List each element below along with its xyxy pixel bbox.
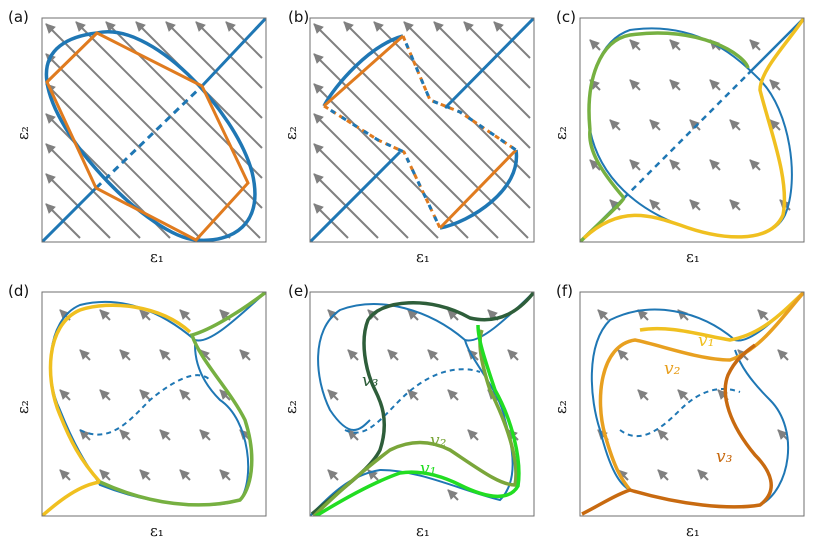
x-axis-label: ε₁ <box>686 522 700 540</box>
panel-label: (e) <box>288 282 309 300</box>
v2-trajectory <box>312 329 518 516</box>
y-axis-label: ε₂ <box>552 126 570 140</box>
panel-e: v₃ v₂ v₁ (e) ε₁ ε₂ <box>282 282 535 540</box>
panel-label: (b) <box>288 8 309 26</box>
v3-label: v₃ <box>716 447 733 467</box>
v1-trajectory <box>315 324 521 516</box>
blue-outer-curve <box>590 292 804 508</box>
blue-dashed-curve <box>344 368 481 434</box>
diagonal-line <box>747 18 804 75</box>
dashed-blue <box>323 35 517 229</box>
plot-frame <box>579 17 805 243</box>
solid-curve <box>439 149 519 230</box>
panel-d: (d) ε₁ ε₂ <box>8 282 267 540</box>
vector-field-c <box>589 39 791 211</box>
x-axis-label: ε₁ <box>150 248 164 266</box>
diagonal-dashed <box>623 73 749 199</box>
blue-dashed-curve <box>79 374 211 436</box>
dashed-orange <box>323 104 442 229</box>
plot-frame <box>309 17 535 243</box>
diagonal-line <box>200 18 266 88</box>
v1-label: v₁ <box>698 331 714 351</box>
v1-label: v₁ <box>420 459 436 479</box>
orange-segment <box>438 148 518 230</box>
diagonal-line <box>310 150 402 242</box>
panel-label: (d) <box>8 282 29 300</box>
panel-f: v₁ v₂ v₃ (f) ε₁ ε₂ <box>552 282 805 540</box>
y-axis-label: ε₂ <box>14 400 32 414</box>
plot-frame <box>309 291 535 517</box>
x-axis-label: ε₁ <box>416 522 430 540</box>
y-axis-label: ε₂ <box>14 126 32 140</box>
v2-label: v₂ <box>664 359 681 379</box>
y-axis-label: ε₂ <box>552 400 570 414</box>
v3-trajectory <box>310 292 534 516</box>
polygon-curve <box>45 31 250 242</box>
panel-a: (a) ε₁ ε₂ <box>8 8 267 266</box>
solid-curve <box>322 34 404 107</box>
yellow-trajectory <box>42 303 192 516</box>
panel-label: (a) <box>8 8 29 26</box>
y-axis-label: ε₂ <box>282 126 300 140</box>
dashed-orange <box>401 35 517 152</box>
green-trajectory <box>580 31 750 242</box>
x-axis-label: ε₁ <box>150 522 164 540</box>
panel-c: (c) ε₁ ε₂ <box>552 8 805 266</box>
panel-label: (c) <box>556 8 576 26</box>
green-trajectory <box>99 292 266 507</box>
v2-trajectory <box>598 292 804 492</box>
panel-label: (f) <box>556 282 573 300</box>
vector-field-f <box>597 309 789 481</box>
plot-frame <box>41 291 267 517</box>
x-axis-label: ε₁ <box>416 248 430 266</box>
yellow-trajectory <box>582 18 804 240</box>
diagonal-dashed <box>94 84 204 190</box>
plot-frame <box>41 17 267 243</box>
v3-trajectory <box>581 343 773 516</box>
plot-frame <box>579 291 805 517</box>
orange-segment <box>323 34 404 108</box>
panel-b: (b) ε₁ ε₂ <box>282 8 535 266</box>
y-axis-label: ε₂ <box>282 400 300 414</box>
v3-label: v₃ <box>362 371 379 391</box>
x-axis-label: ε₁ <box>686 248 700 266</box>
diagonal-line <box>443 18 534 110</box>
diagonal-line <box>42 186 98 242</box>
vector-field-d <box>59 309 251 481</box>
v2-label: v₂ <box>430 431 447 451</box>
blue-dashed-curve <box>619 388 741 437</box>
v1-trajectory <box>639 292 804 342</box>
